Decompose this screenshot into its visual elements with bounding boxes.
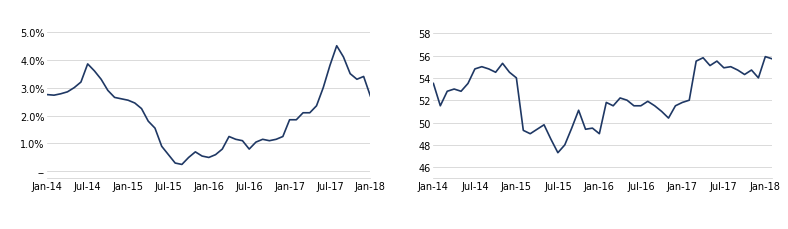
Legend: YoY GDP growth: YoY GDP growth <box>154 227 263 229</box>
Legend: Markit manufacturing PMI: Markit manufacturing PMI <box>524 227 682 229</box>
